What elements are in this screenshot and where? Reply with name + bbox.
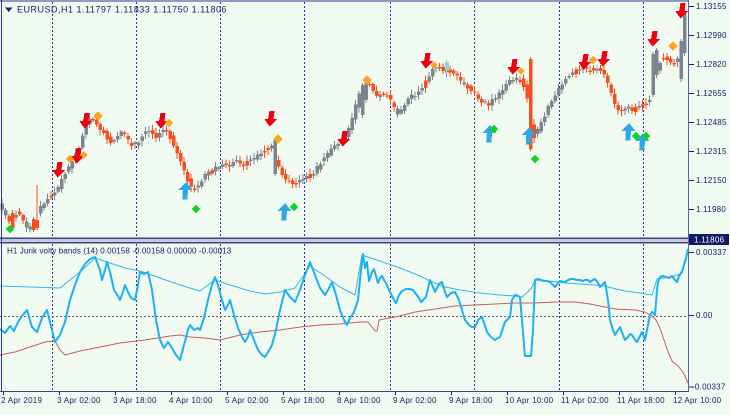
svg-text:11 Apr 02:00: 11 Apr 02:00 — [561, 396, 609, 405]
svg-text:5 Apr 02:00: 5 Apr 02:00 — [225, 396, 269, 405]
svg-text:EURUSD,H1 1.11797 1.11833 1.1: EURUSD,H1 1.11797 1.11833 1.11750 1.1180… — [17, 5, 227, 15]
svg-text:0.00337: 0.00337 — [696, 248, 727, 257]
svg-text:1.12655: 1.12655 — [696, 89, 727, 98]
svg-text:0.00: 0.00 — [696, 311, 713, 320]
svg-text:10 Apr 10:00: 10 Apr 10:00 — [505, 396, 554, 405]
svg-text:1.12315: 1.12315 — [696, 147, 727, 156]
svg-text:8 Apr 10:00: 8 Apr 10:00 — [337, 396, 381, 405]
svg-text:1.12150: 1.12150 — [696, 176, 727, 185]
svg-text:1.11806: 1.11806 — [694, 236, 725, 245]
svg-text:1.12990: 1.12990 — [696, 31, 727, 40]
svg-text:1.13155: 1.13155 — [696, 2, 727, 11]
svg-text:11 Apr 18:00: 11 Apr 18:00 — [617, 396, 665, 405]
svg-text:9 Apr 02:00: 9 Apr 02:00 — [393, 396, 437, 405]
svg-text:9 Apr 18:00: 9 Apr 18:00 — [449, 396, 493, 405]
svg-text:4 Apr 10:00: 4 Apr 10:00 — [169, 396, 213, 405]
svg-text:1.12820: 1.12820 — [696, 60, 727, 69]
svg-text:1.11980: 1.11980 — [696, 205, 726, 214]
svg-text:1.12485: 1.12485 — [696, 118, 727, 127]
svg-text:3 Apr 18:00: 3 Apr 18:00 — [113, 396, 157, 405]
svg-text:-0.00337: -0.00337 — [692, 383, 726, 392]
svg-text:3 Apr 02:00: 3 Apr 02:00 — [57, 396, 101, 405]
svg-text:2 Apr 2019: 2 Apr 2019 — [1, 396, 43, 405]
svg-text:12 Apr 10:00: 12 Apr 10:00 — [673, 396, 722, 405]
svg-text:5 Apr 18:00: 5 Apr 18:00 — [281, 396, 325, 405]
svg-text:H1 Jurik volty bands (14) 0.00: H1 Jurik volty bands (14) 0.00158 -0.001… — [7, 247, 232, 256]
